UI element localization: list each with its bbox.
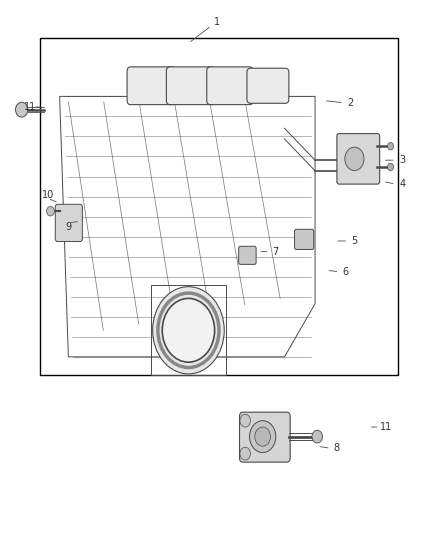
Circle shape (250, 421, 276, 453)
Circle shape (388, 163, 394, 171)
Text: 9: 9 (65, 222, 71, 232)
Circle shape (152, 287, 224, 374)
Text: 5: 5 (351, 236, 357, 246)
Circle shape (345, 147, 364, 171)
FancyBboxPatch shape (166, 67, 215, 104)
Text: 8: 8 (334, 443, 340, 453)
Circle shape (240, 447, 251, 460)
Circle shape (162, 298, 215, 362)
Text: 4: 4 (399, 179, 406, 189)
Circle shape (46, 206, 54, 216)
Text: 11: 11 (380, 422, 392, 432)
Circle shape (388, 142, 394, 150)
FancyBboxPatch shape (247, 68, 289, 103)
Circle shape (312, 430, 322, 443)
Bar (40, 38, 398, 375)
FancyBboxPatch shape (294, 229, 314, 249)
Circle shape (15, 102, 28, 117)
Text: 11: 11 (24, 102, 36, 112)
Text: 7: 7 (272, 247, 279, 256)
FancyBboxPatch shape (240, 412, 290, 462)
Text: 10: 10 (42, 190, 54, 200)
FancyBboxPatch shape (207, 67, 253, 104)
Text: 3: 3 (399, 155, 406, 165)
Text: 6: 6 (343, 267, 349, 277)
Circle shape (240, 414, 251, 427)
Circle shape (255, 427, 271, 446)
Text: 1: 1 (214, 17, 220, 27)
FancyBboxPatch shape (239, 246, 256, 264)
Text: 2: 2 (347, 98, 353, 108)
FancyBboxPatch shape (55, 204, 82, 241)
FancyBboxPatch shape (127, 67, 176, 104)
FancyBboxPatch shape (337, 134, 380, 184)
